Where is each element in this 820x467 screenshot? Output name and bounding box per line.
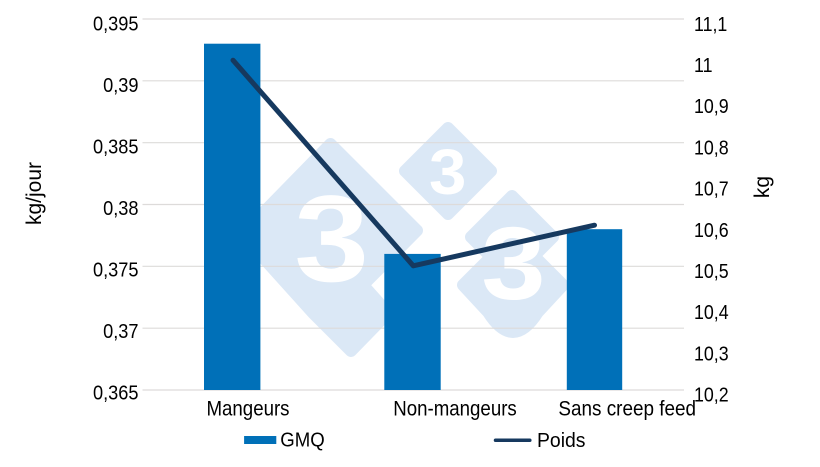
svg-text:10,8: 10,8 [694,137,729,159]
svg-text:Poids: Poids [537,430,586,452]
svg-text:10,5: 10,5 [694,261,729,283]
svg-text:11: 11 [694,55,712,77]
svg-text:Sans creep feed: Sans creep feed [558,398,696,421]
svg-text:0,395: 0,395 [93,14,139,36]
svg-text:10,4: 10,4 [694,302,729,324]
svg-text:0,365: 0,365 [93,383,139,405]
svg-text:3: 3 [429,136,466,207]
svg-text:10,3: 10,3 [694,343,729,365]
svg-text:0,37: 0,37 [103,321,138,343]
svg-text:10,6: 10,6 [694,220,729,242]
svg-text:10,7: 10,7 [694,179,729,201]
svg-text:0,375: 0,375 [93,260,139,282]
svg-text:Mangeurs: Mangeurs [206,398,289,421]
svg-text:GMQ: GMQ [280,430,324,452]
svg-text:Non-mangeurs: Non-mangeurs [393,398,517,421]
svg-text:3: 3 [481,207,545,322]
svg-text:kg/jour: kg/jour [23,162,46,225]
svg-text:0,38: 0,38 [103,198,138,220]
svg-text:10,9: 10,9 [694,96,729,118]
svg-text:10,2: 10,2 [694,385,729,407]
svg-text:11,1: 11,1 [694,14,727,36]
svg-text:kg: kg [751,176,774,198]
svg-text:3: 3 [294,171,369,308]
svg-text:0,39: 0,39 [103,75,138,97]
svg-text:0,385: 0,385 [93,137,139,159]
